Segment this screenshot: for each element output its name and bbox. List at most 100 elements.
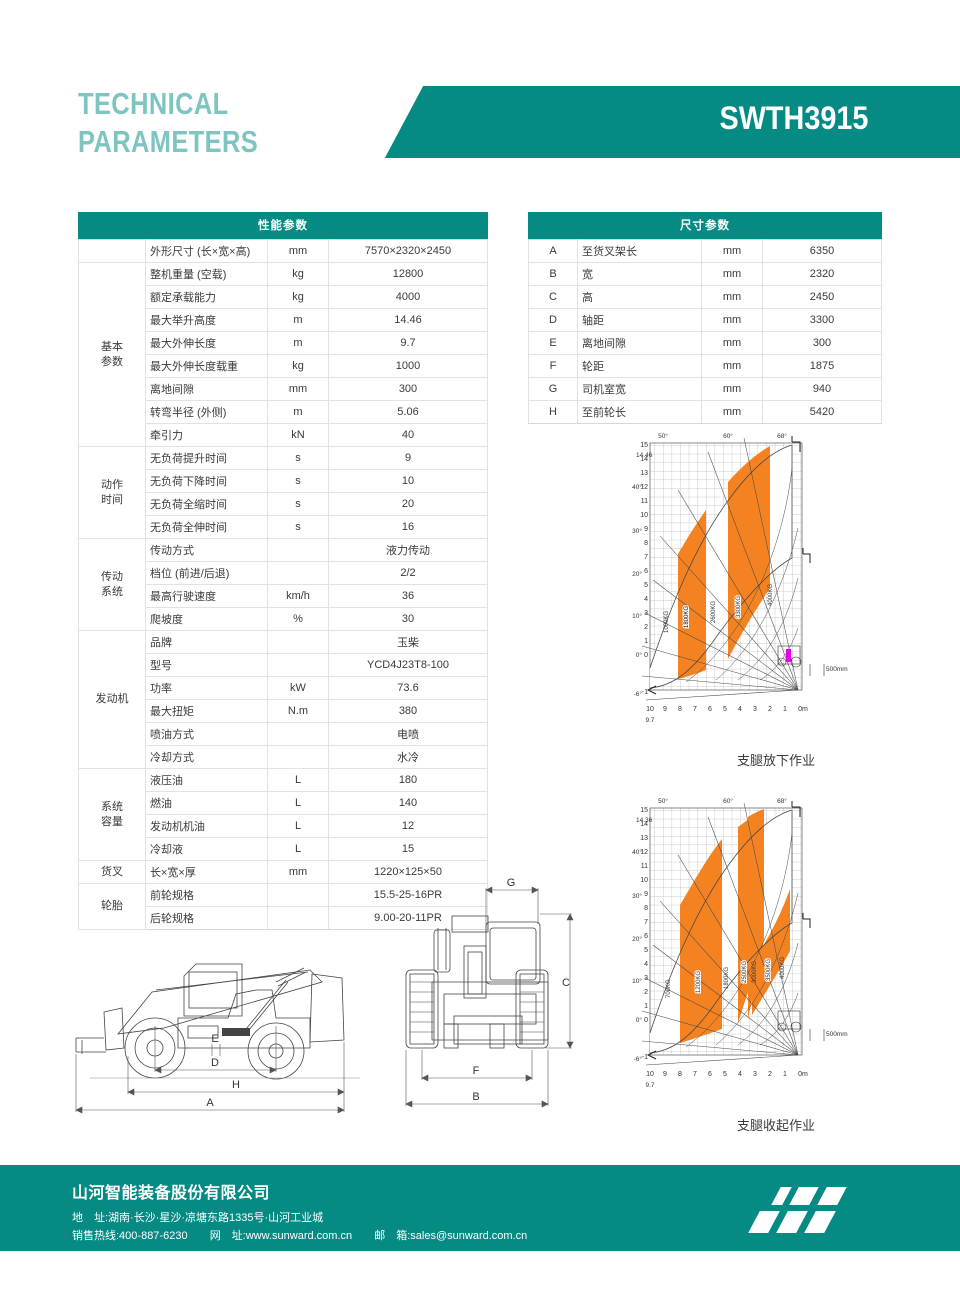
svg-text:-6°: -6°: [634, 690, 643, 698]
param-value: YCD4J23T8-100: [328, 653, 488, 677]
capacity-band-group-2: [680, 809, 790, 1043]
svg-text:9: 9: [663, 1071, 667, 1078]
dim-value: 940: [762, 377, 882, 401]
param-unit: kg: [267, 285, 329, 309]
svg-text:8: 8: [678, 1071, 682, 1078]
dim-value: 1875: [762, 354, 882, 378]
param-unit: [267, 561, 329, 585]
svg-text:1: 1: [644, 638, 648, 645]
param-name: 最高行驶速度: [145, 584, 268, 608]
footer-email[interactable]: 邮 箱:sales@sunward.com.cn: [374, 1230, 528, 1242]
table-row: 牵引力 kN 40: [79, 423, 488, 447]
param-group: 发动机: [78, 630, 146, 769]
table-row: 发动机 品牌 玉柴: [78, 630, 488, 769]
table-row: E 离地间隙 mm 300: [528, 331, 882, 355]
svg-text:4: 4: [738, 1071, 742, 1078]
param-name: 最大外伸长度载重: [145, 354, 268, 378]
page-header: TECHNICAL PARAMETERS SWTH3915: [0, 0, 960, 190]
svg-text:60°: 60°: [723, 432, 733, 440]
svg-text:1200KG: 1200KG: [696, 971, 702, 993]
dim-unit: mm: [701, 308, 763, 332]
svg-text:1: 1: [783, 706, 787, 713]
param-name: 额定承载能力: [145, 285, 268, 309]
svg-text:8: 8: [644, 540, 648, 547]
svg-text:5: 5: [723, 1071, 727, 1078]
param-name: 最大外伸长度: [145, 331, 268, 355]
table-row: 动作 时间 无负荷提升时间 s 9: [78, 446, 488, 539]
svg-text:14: 14: [640, 456, 648, 463]
table-row: C 高 mm 2450: [528, 285, 882, 309]
footer-logo-icon: [740, 1187, 900, 1233]
svg-text:B: B: [472, 1091, 479, 1103]
svg-text:0m: 0m: [798, 706, 808, 713]
svg-text:50°: 50°: [658, 432, 668, 440]
svg-text:15: 15: [640, 807, 648, 814]
param-value: 9: [328, 446, 488, 470]
table-row: 燃油 L 140: [79, 791, 488, 815]
svg-text:H: H: [232, 1079, 240, 1091]
svg-text:7: 7: [644, 919, 648, 926]
dim-unit: mm: [701, 354, 763, 378]
model-number: SWTH3915: [719, 100, 868, 136]
svg-text:700KG: 700KG: [666, 979, 672, 998]
param-value: 15.5-25-16PR: [328, 883, 488, 907]
param-unit: [267, 630, 329, 654]
table-row: 传动 系统 传动方式 液力传动: [78, 538, 488, 631]
dim-unit: mm: [701, 331, 763, 355]
dim-unit: mm: [701, 400, 763, 424]
chart1-capacity-labels: 1000KG 1800KG 2600KG 3300KG 4000KG: [664, 584, 774, 633]
svg-text:4000KG: 4000KG: [768, 584, 774, 606]
param-name: 整机重量 (空载): [145, 262, 268, 286]
param-unit: kg: [267, 354, 329, 378]
table-row: 无负荷全伸时间 s 16: [79, 515, 488, 539]
param-name: 离地间隙: [145, 377, 268, 401]
svg-text:3: 3: [753, 1071, 757, 1078]
param-value: 380: [328, 699, 488, 723]
param-name: 爬坡度: [145, 607, 268, 631]
param-name: 档位 (前进/后退): [145, 561, 268, 585]
svg-text:A: A: [206, 1097, 214, 1109]
param-unit: L: [267, 791, 329, 815]
svg-text:3300KG: 3300KG: [736, 596, 742, 618]
dim-unit: mm: [701, 285, 763, 309]
svg-text:4: 4: [644, 961, 648, 968]
dim-unit: mm: [701, 239, 763, 263]
dim-value: 2320: [762, 262, 882, 286]
table-row: 型号 YCD4J23T8-100: [79, 653, 488, 677]
dim-value: 5420: [762, 400, 882, 424]
svg-text:30°: 30°: [632, 892, 642, 900]
svg-text:G: G: [507, 877, 516, 889]
svg-text:2: 2: [644, 624, 648, 631]
svg-text:10: 10: [646, 706, 654, 713]
svg-text:5: 5: [644, 582, 648, 589]
param-value: 20: [328, 492, 488, 516]
svg-text:8: 8: [678, 706, 682, 713]
dim-unit: mm: [701, 262, 763, 286]
chart2-max-height: 14.36: [636, 817, 653, 824]
title-line-1: TECHNICAL: [78, 86, 229, 121]
param-name: 传动方式: [145, 538, 268, 562]
param-value: 10: [328, 469, 488, 493]
chart2-x-ticks: 10 9 8 7 6 5 4 3 2 1 0m: [646, 1071, 808, 1078]
chart1-x-ticks: 10 9 8 7 6 5 4 3 2 1 0m: [646, 706, 808, 713]
svg-text:1800KG: 1800KG: [724, 967, 730, 989]
svg-text:0°: 0°: [636, 651, 643, 659]
footer-website[interactable]: 网 址:www.sunward.com.cn: [209, 1230, 353, 1242]
svg-text:2: 2: [644, 989, 648, 996]
svg-text:7: 7: [693, 706, 697, 713]
table-row: 冷却方式 水冷: [79, 745, 488, 769]
param-value: 300: [328, 377, 488, 401]
svg-text:8: 8: [644, 905, 648, 912]
chart2-angle-labels-left: 40° 30° 20° 10° 0° -6°: [632, 848, 642, 1063]
table-row: 基本 参数 整机重量 (空载) kg 12800: [78, 262, 488, 447]
param-value: 4000: [328, 285, 488, 309]
param-unit: s: [267, 515, 329, 539]
svg-text:3: 3: [753, 706, 757, 713]
chart2-angle-labels-top: 50° 60° 68°: [658, 797, 787, 805]
param-name: 无负荷提升时间: [145, 446, 268, 470]
table-row: 转弯半径 (外侧) m 5.06: [79, 400, 488, 424]
table-row: 最高行驶速度 km/h 36: [79, 584, 488, 608]
table-row: A 至货叉架长 mm 6350: [528, 239, 882, 263]
svg-text:11: 11: [641, 863, 648, 870]
chart2-machine-icon: [777, 1010, 802, 1033]
